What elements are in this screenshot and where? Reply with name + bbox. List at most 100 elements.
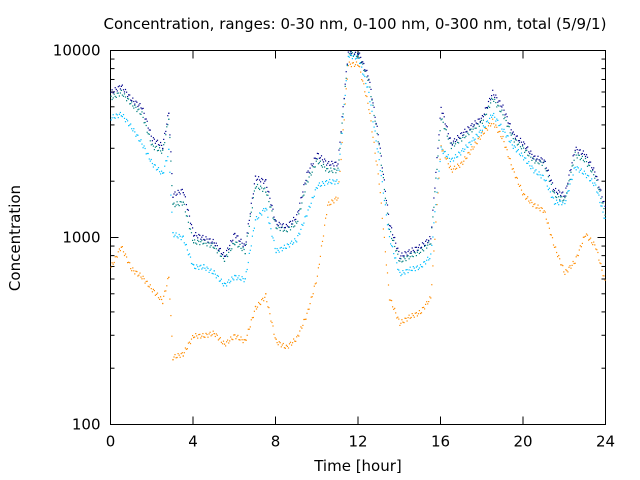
data-point — [508, 140, 510, 142]
y-tick-label: 10000 — [53, 42, 101, 60]
data-point — [296, 336, 298, 338]
data-point — [261, 187, 263, 189]
data-point — [557, 192, 559, 195]
data-point — [324, 166, 326, 168]
data-point — [440, 119, 442, 121]
data-point — [550, 234, 552, 236]
data-point — [467, 132, 469, 134]
data-point — [493, 112, 495, 115]
data-point — [443, 151, 445, 153]
data-point — [552, 244, 555, 246]
data-point — [475, 133, 477, 135]
data-point — [341, 122, 343, 124]
data-point — [160, 296, 162, 298]
data-point — [543, 161, 545, 163]
data-point — [199, 244, 201, 246]
data-point — [535, 159, 537, 161]
data-point — [149, 129, 151, 131]
data-point — [164, 142, 166, 144]
data-point — [196, 264, 198, 266]
data-point — [504, 131, 506, 133]
data-point — [113, 91, 115, 93]
data-point — [322, 182, 325, 184]
data-point — [511, 144, 513, 146]
data-point — [140, 139, 142, 141]
data-point — [578, 154, 580, 156]
data-point — [438, 134, 440, 136]
data-point — [538, 171, 540, 173]
data-point — [423, 261, 425, 263]
data-point — [578, 171, 580, 173]
data-point — [208, 333, 210, 335]
data-point — [113, 117, 115, 119]
data-point — [481, 131, 483, 133]
data-point — [127, 97, 129, 100]
data-point — [327, 204, 329, 206]
data-point — [123, 254, 126, 257]
data-point — [546, 185, 548, 187]
data-point — [179, 193, 181, 195]
data-point — [324, 184, 326, 186]
data-point — [188, 228, 191, 230]
data-point — [421, 249, 424, 251]
data-point — [195, 268, 197, 270]
data-point — [190, 338, 193, 340]
data-point — [116, 114, 118, 116]
data-point — [198, 334, 200, 336]
data-point — [363, 69, 365, 71]
data-point — [552, 188, 555, 191]
data-point — [561, 264, 563, 266]
data-point — [513, 145, 515, 147]
data-point — [429, 236, 431, 238]
data-point — [564, 273, 566, 275]
data-point — [163, 295, 165, 297]
data-point — [206, 333, 208, 336]
data-point — [373, 106, 375, 108]
data-point — [309, 172, 311, 174]
data-point — [378, 159, 380, 161]
data-point — [451, 144, 453, 146]
data-point — [536, 207, 538, 209]
data-point — [230, 249, 232, 252]
data-point — [154, 146, 156, 148]
data-point — [232, 242, 234, 245]
data-point — [276, 248, 278, 250]
data-point — [228, 248, 230, 251]
data-point — [211, 241, 213, 243]
data-point — [193, 235, 195, 237]
data-point — [442, 152, 444, 155]
data-point — [161, 170, 163, 172]
data-point — [577, 154, 579, 156]
data-point — [362, 63, 364, 65]
data-point — [373, 114, 375, 117]
data-point — [273, 216, 275, 218]
data-point — [157, 144, 160, 146]
data-point — [301, 202, 303, 204]
data-point — [199, 265, 201, 267]
data-point — [245, 339, 247, 341]
data-point — [451, 157, 453, 159]
data-point — [465, 135, 467, 137]
data-point — [169, 136, 171, 139]
data-point — [400, 275, 402, 277]
data-point — [275, 338, 277, 340]
data-point — [350, 53, 352, 55]
data-point — [366, 86, 368, 88]
data-point — [464, 128, 466, 130]
data-points — [110, 51, 606, 361]
data-point — [592, 168, 594, 171]
data-point — [320, 165, 323, 167]
data-point — [391, 237, 393, 240]
data-point — [490, 114, 492, 116]
x-tick-label: 8 — [271, 433, 281, 451]
data-point — [513, 141, 515, 143]
data-point — [167, 124, 169, 126]
data-point — [484, 127, 486, 129]
data-point — [353, 65, 356, 67]
data-point — [115, 96, 117, 98]
data-point — [489, 106, 491, 108]
data-point — [394, 245, 396, 248]
data-point — [118, 95, 120, 97]
data-point — [525, 148, 527, 150]
data-point — [431, 244, 433, 246]
